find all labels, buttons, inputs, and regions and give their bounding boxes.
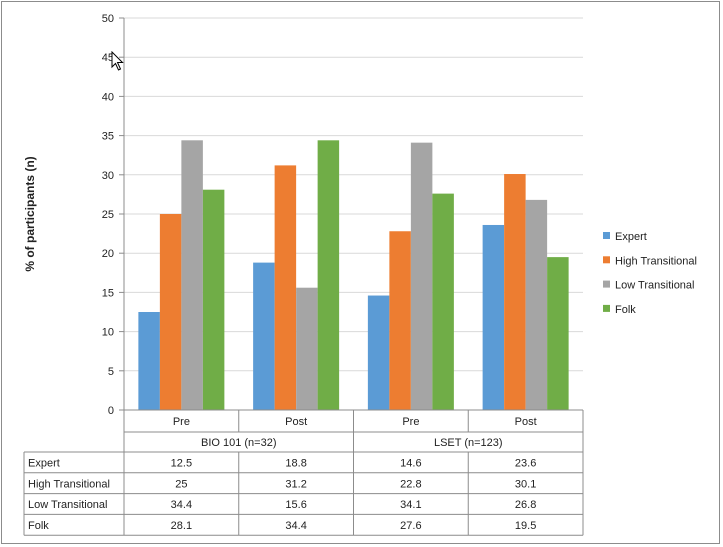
y-tick-label: 10 bbox=[102, 327, 114, 339]
y-tick-label: 0 bbox=[108, 405, 114, 417]
data-label: 30.1 bbox=[515, 478, 536, 490]
data-label: 34.4 bbox=[285, 520, 306, 532]
data-label: 34.4 bbox=[171, 499, 192, 511]
data-label: 14.6 bbox=[400, 458, 421, 470]
bar-low-transitional bbox=[181, 140, 203, 410]
table-row-label: Expert bbox=[28, 458, 60, 470]
legend-entry: High Transitional bbox=[615, 255, 697, 267]
data-label: 12.5 bbox=[171, 458, 192, 470]
data-label: 28.1 bbox=[171, 520, 192, 532]
x-tick-label: Pre bbox=[173, 416, 190, 428]
data-label: 31.2 bbox=[285, 478, 306, 490]
y-tick-label: 45 bbox=[102, 52, 114, 64]
data-label: 18.8 bbox=[285, 458, 306, 470]
y-axis: 0 5 10 15 20 25 30 35 40 45 50 bbox=[102, 13, 125, 417]
bar-expert bbox=[138, 312, 160, 410]
mouse-cursor-icon bbox=[111, 51, 124, 71]
data-table: BIO 101 (n=32) LSET (n=123) Pre Post Pre Post… bbox=[23, 409, 584, 536]
bar-folk bbox=[547, 257, 569, 410]
data-label: 26.8 bbox=[515, 499, 536, 511]
data-label: 27.6 bbox=[400, 520, 421, 532]
data-label: 22.8 bbox=[400, 478, 421, 490]
bar-folk bbox=[432, 193, 454, 410]
bar-high-transitional bbox=[389, 231, 411, 410]
legend: Expert High Transitional Low Transitional F… bbox=[603, 231, 697, 316]
x-tick-label: Pre bbox=[402, 416, 419, 428]
table-row-label: Low Transitional bbox=[28, 499, 108, 511]
y-tick-label: 30 bbox=[102, 170, 114, 182]
y-tick-label: 5 bbox=[108, 366, 114, 378]
bar-low-transitional bbox=[525, 199, 548, 410]
x-tick-label: Post bbox=[515, 416, 537, 428]
y-tick-label: 40 bbox=[102, 91, 114, 103]
table-row-label: High Transitional bbox=[28, 478, 110, 490]
data-label: 25 bbox=[175, 478, 187, 490]
legend-swatch bbox=[603, 232, 610, 239]
y-axis-label: % of participants (n) bbox=[23, 156, 37, 271]
legend-entry: Expert bbox=[615, 231, 647, 243]
table-row-label: Folk bbox=[28, 520, 49, 532]
y-tick-label: 50 bbox=[102, 13, 114, 25]
bar-low-transitional bbox=[296, 287, 318, 410]
bar-folk bbox=[202, 189, 225, 410]
x-tick-label: Post bbox=[285, 416, 307, 428]
y-tick-label: 25 bbox=[102, 209, 114, 221]
legend-swatch bbox=[603, 304, 610, 312]
data-label: 15.6 bbox=[285, 499, 306, 511]
y-tick-label: 35 bbox=[102, 131, 114, 143]
y-tick-label: 15 bbox=[102, 287, 114, 299]
bar-high-transitional bbox=[274, 165, 297, 410]
bar-low-transitional bbox=[410, 142, 433, 410]
bar-high-transitional bbox=[504, 174, 526, 410]
bar-expert bbox=[482, 224, 505, 410]
bar-expert bbox=[253, 262, 275, 410]
legend-entry: Low Transitional bbox=[615, 280, 695, 292]
bar-expert bbox=[367, 295, 390, 410]
data-label: 19.5 bbox=[515, 520, 536, 532]
data-label: 23.6 bbox=[515, 458, 536, 470]
y-tick-label: 20 bbox=[102, 248, 114, 260]
legend-entry: Folk bbox=[615, 304, 636, 316]
legend-swatch bbox=[603, 256, 610, 264]
group-label: BIO 101 (n=32) bbox=[201, 437, 277, 449]
data-label: 34.1 bbox=[400, 499, 421, 511]
legend-swatch bbox=[603, 280, 610, 288]
bars bbox=[138, 140, 569, 410]
bar-high-transitional bbox=[159, 214, 182, 410]
group-label: LSET (n=123) bbox=[434, 437, 503, 449]
bar-folk bbox=[317, 140, 340, 410]
